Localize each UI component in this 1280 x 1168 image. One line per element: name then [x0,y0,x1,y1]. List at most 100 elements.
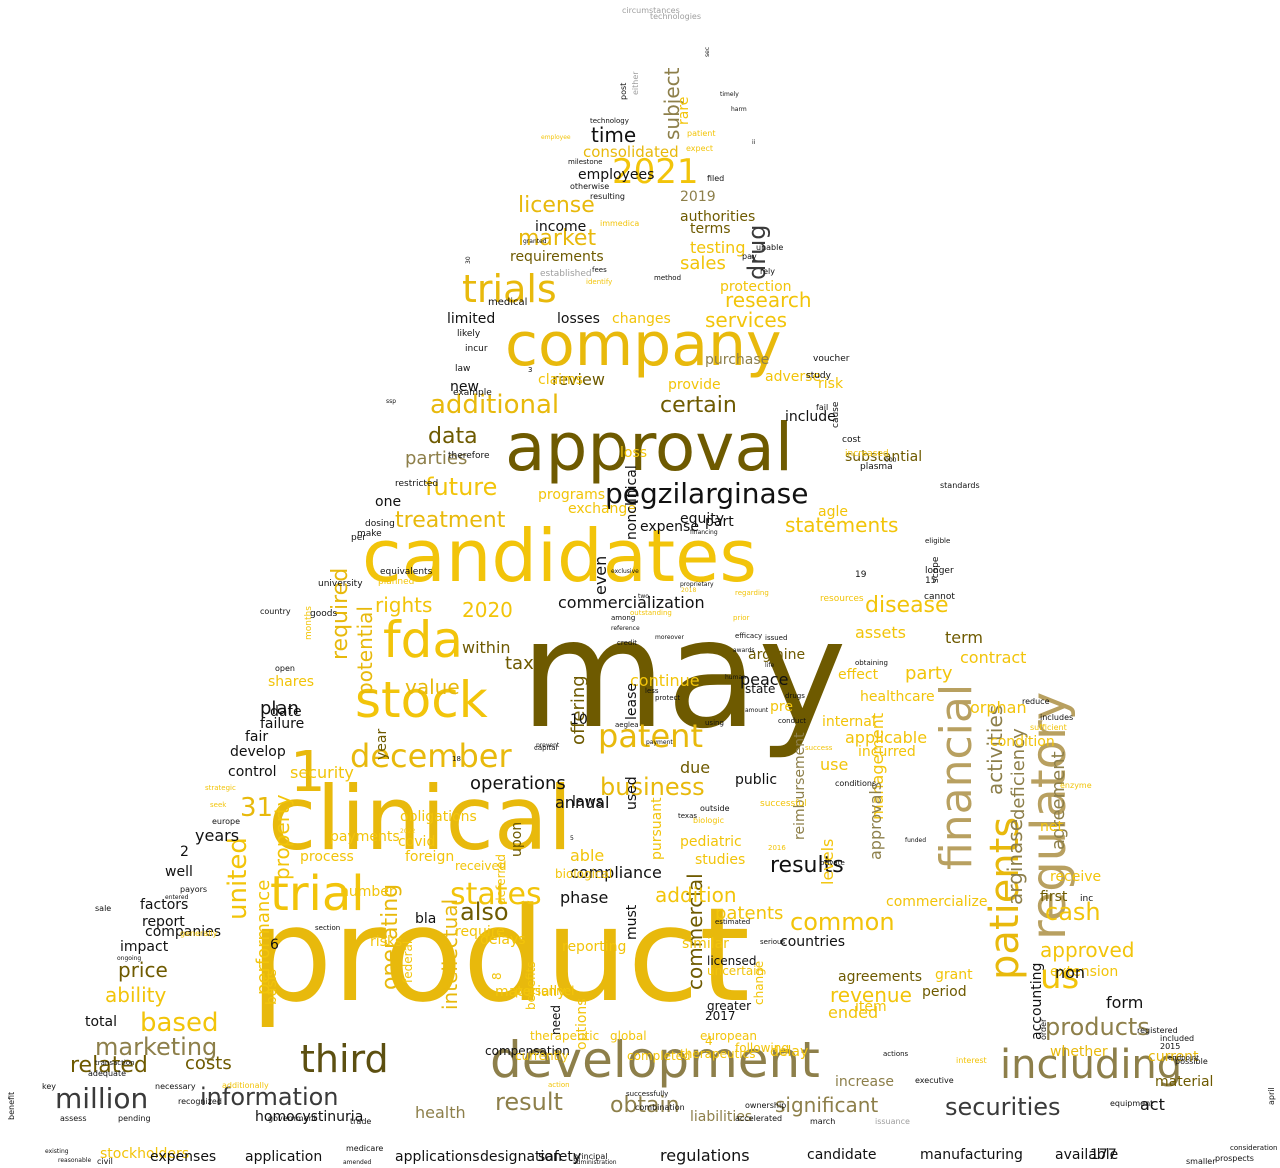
word-prevent: prevent [536,742,560,749]
word-common: common [790,908,895,936]
word-property: property [270,794,294,880]
word-generally: generally [180,929,218,938]
word-global: global [610,1029,647,1043]
word-approval: approval [505,409,794,486]
word-amended: amended [343,1159,372,1166]
word-consolidated: consolidated [583,143,679,161]
word-issuance: issuance [875,1117,910,1126]
word-intellectual: intellectual [438,898,462,1010]
word-successful: successful [760,799,807,809]
word-receive: receive [1050,869,1102,885]
word-homocystinuria: homocystinuria [255,1109,364,1125]
word-15: 15 [925,576,937,586]
word-reduce: reduce [1022,697,1050,706]
word-costs: costs [185,1053,232,1074]
word-cause: cause [831,401,841,428]
word-price: price [118,958,168,982]
word-company: company [505,310,782,380]
word-covid: covid [398,834,436,850]
word-bla: bla [415,911,437,927]
word-rights: rights [375,593,433,617]
word-develop: develop [230,744,286,760]
word-capital: capital [534,744,558,752]
word-goods: goods [310,609,338,619]
word-moreover: moreover [655,634,684,641]
word-country: country [260,607,291,616]
word-million: million [55,1082,149,1115]
word-therapeutic: therapeutic [530,1029,600,1043]
word-estimated: estimated [715,918,751,926]
word-section: section [315,924,341,932]
word-need: need [549,1005,563,1035]
word-payors: payors [180,885,208,894]
word-years: years [195,826,240,845]
word-statements: statements [785,513,899,537]
word-additionally: additionally [222,1081,269,1090]
word-inc: inc [1080,894,1094,904]
word-ability: ability [105,983,167,1007]
word-additional: additional [430,390,560,420]
word-177: 177 [1090,1147,1117,1163]
word-texas: texas [678,812,698,820]
word-executive: executive [915,1076,954,1085]
word-item: item [855,999,887,1015]
word-expenses: expenses [150,1149,217,1165]
word-actions: actions [883,1050,909,1058]
word-government: government [268,1114,317,1123]
word-example: example [453,388,492,398]
word-8: 8 [490,972,504,980]
word-term: term [945,628,983,647]
word-technology: technology [590,117,629,125]
word-civil: civil [97,1157,113,1166]
word-sec: sec [704,46,711,57]
word-applications: applications [395,1149,480,1165]
word-european: european [700,1029,757,1043]
word-programs: programs [538,487,606,503]
word-restricted: restricted [395,479,439,489]
word-provide: provide [668,377,721,393]
word-necessary: necessary [155,1082,196,1091]
word-efficacy: efficacy [735,632,763,640]
word-information: information [200,1083,339,1111]
word-companies: companies [145,924,222,940]
word-adverse: adverse [765,369,822,385]
word-employee: employee [541,134,571,141]
word-proprietary: proprietary [680,581,714,588]
word-sale: sale [95,904,112,913]
word-fda: fda [383,611,463,669]
word-annual: annual [555,793,610,812]
word-fail: fail [816,403,829,412]
word-licensed: licensed [707,954,757,968]
word-combination: combination [635,1103,685,1112]
word-shares: shares [268,674,315,690]
word-testing: testing [690,238,746,257]
word-patents: patents [715,903,784,924]
word-agreements: agreements [838,969,923,985]
word-protection: protection [720,279,792,295]
word-commercialization: commercialization [558,593,705,612]
word-impact: impact [120,939,169,955]
word-equivalents: equivalents [380,567,433,577]
word-aeglea: aeglea [615,721,639,729]
word-arginase: arginase [1003,818,1027,905]
word-rely: rely [760,267,775,276]
word-timely: timely [720,91,739,98]
word-loss: loss [620,445,648,461]
word-open: open [275,664,295,673]
word-established: established [540,269,592,279]
word-post: post [619,82,628,100]
word-agle: agle [818,504,848,520]
word-make: make [357,529,382,539]
word-purchase: purchase [705,352,770,368]
word-2018: 2018 [681,587,697,594]
word-amount: amount [745,707,769,714]
word-eligible: eligible [925,537,951,545]
word-2017: 2017 [705,1009,736,1023]
word-equity: equity [680,511,725,527]
word-currently: currently [515,1049,569,1063]
word-states: states [450,877,542,912]
word-disease: disease [865,593,949,618]
word-endpoint: endpoint [1168,1054,1200,1062]
word-internal: internal [822,714,876,730]
word-ii: ii [752,139,756,146]
